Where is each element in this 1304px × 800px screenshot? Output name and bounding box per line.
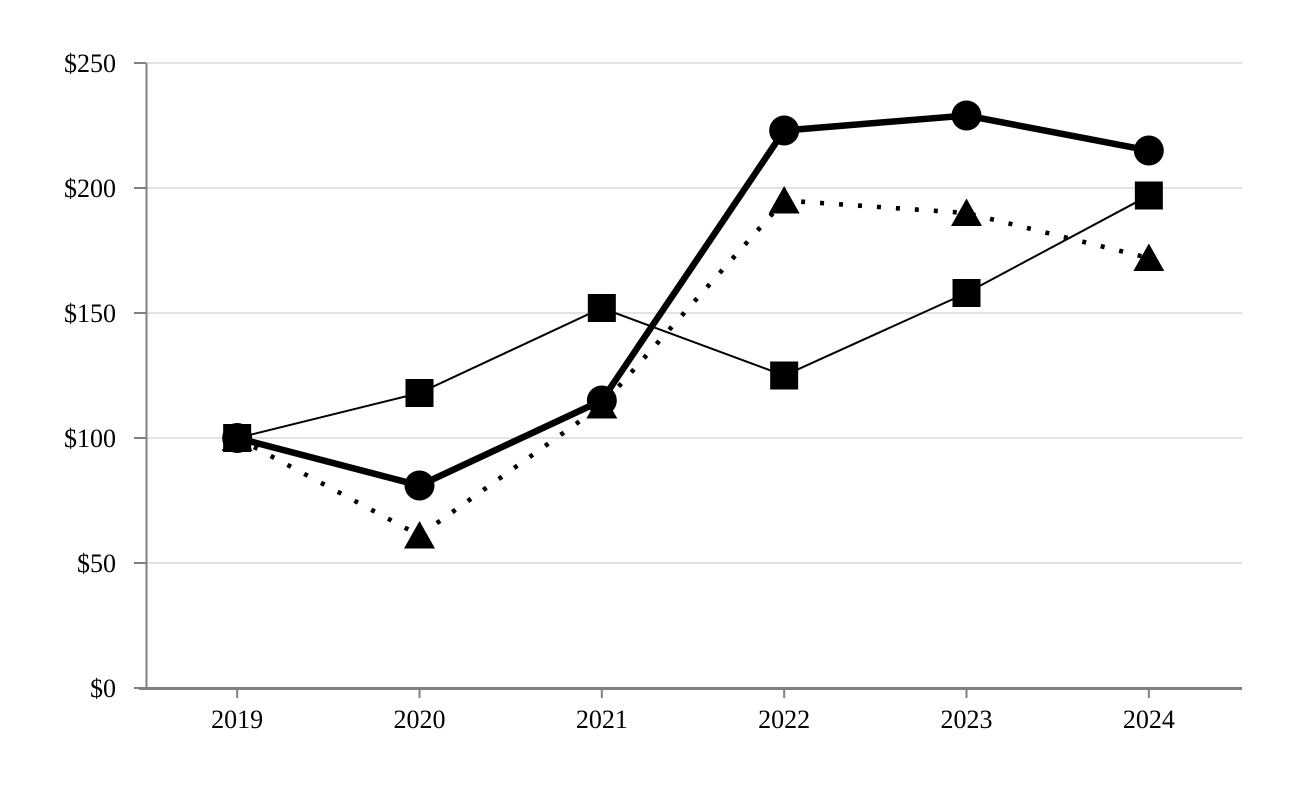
y-tick-label: $200 xyxy=(64,174,116,203)
y-tick-label: $150 xyxy=(64,299,116,328)
y-tick-label: $50 xyxy=(77,549,116,578)
square-marker xyxy=(770,361,799,390)
triangle-marker xyxy=(951,198,982,226)
series-line-triangle xyxy=(236,198,1150,539)
circle-marker xyxy=(404,470,435,501)
circle-marker xyxy=(951,100,982,131)
circle-marker xyxy=(1133,135,1164,166)
square-marker xyxy=(405,379,434,407)
y-tick-label: $100 xyxy=(64,424,116,453)
x-tick-label: 2024 xyxy=(1123,705,1175,734)
series-line-square xyxy=(236,194,1150,439)
circle-marker xyxy=(586,385,617,416)
square-marker xyxy=(587,294,616,322)
x-tick-label: 2019 xyxy=(211,705,263,734)
y-tick-label: $250 xyxy=(64,49,116,78)
x-tick-label: 2020 xyxy=(394,705,446,734)
x-tick-label: 2022 xyxy=(758,705,810,734)
triangle-marker xyxy=(404,521,435,549)
y-tick-label: $0 xyxy=(90,674,116,703)
x-tick-label: 2021 xyxy=(576,705,628,734)
triangle-marker xyxy=(1133,243,1165,271)
square-marker xyxy=(223,424,252,452)
square-marker xyxy=(1134,181,1163,210)
triangle-marker xyxy=(768,186,800,214)
circle-marker xyxy=(769,115,800,146)
series-line-circle xyxy=(236,112,1150,489)
x-tick-label: 2023 xyxy=(941,705,993,734)
square-marker xyxy=(952,279,981,307)
